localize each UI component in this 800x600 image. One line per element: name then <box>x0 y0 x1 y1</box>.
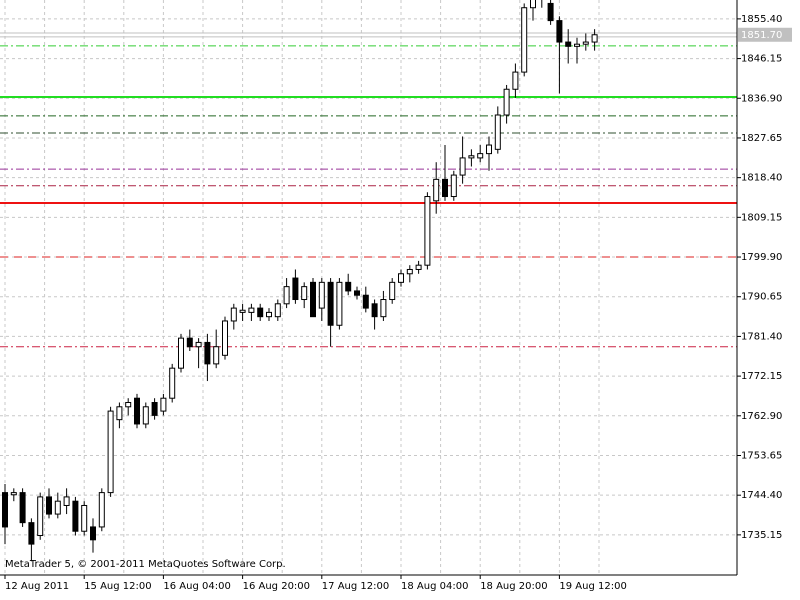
candle-body <box>442 178 448 198</box>
candle-body <box>310 281 316 318</box>
y-tick-label: 1744.40 <box>741 490 782 501</box>
candle-body <box>336 281 343 326</box>
candle-body <box>266 311 272 318</box>
grid <box>0 0 737 575</box>
x-tick-label: 16 Aug 20:00 <box>243 581 310 592</box>
candle-body <box>213 346 220 365</box>
candle-body <box>151 402 158 416</box>
candle-body <box>160 397 167 412</box>
candle-body <box>486 144 492 155</box>
candle-body <box>354 290 360 296</box>
candle-body <box>230 307 237 322</box>
candle-body <box>63 496 70 506</box>
y-tick-label: 1827.65 <box>741 133 782 144</box>
candles <box>2 0 598 562</box>
x-tick-label: 16 Aug 04:00 <box>163 581 230 592</box>
candle-body <box>433 178 440 202</box>
y-tick-label: 1836.90 <box>741 93 782 104</box>
x-tick-label: 18 Aug 20:00 <box>480 581 547 592</box>
candle-body <box>406 268 413 275</box>
candle-body <box>54 500 61 515</box>
candle-body <box>424 196 431 266</box>
candle-body <box>327 281 334 326</box>
candle-body <box>362 294 369 309</box>
y-tick-label: 1809.15 <box>741 212 782 223</box>
candle-body <box>565 41 572 47</box>
candle-body <box>547 2 554 22</box>
candle-body <box>134 397 140 425</box>
candle-body <box>178 337 184 369</box>
x-tick-label: 12 Aug 2011 <box>5 581 69 592</box>
candle-body <box>521 7 528 73</box>
candle-body <box>257 307 264 318</box>
candle-body <box>274 303 281 318</box>
y-tick-label: 1772.15 <box>741 371 782 382</box>
candle-body <box>398 273 404 283</box>
candle-body <box>301 286 308 301</box>
candle-body <box>28 522 35 545</box>
candle-body <box>582 41 589 45</box>
x-tick-label: 19 Aug 12:00 <box>559 581 626 592</box>
candle-body <box>503 88 510 116</box>
candle-body <box>371 303 378 318</box>
x-tick-label: 17 Aug 12:00 <box>322 581 389 592</box>
candle-body <box>239 309 246 313</box>
candle-body <box>107 410 114 494</box>
candle-body <box>345 281 352 292</box>
candle-body <box>380 299 387 318</box>
y-tick-label: 1855.40 <box>741 14 782 25</box>
candle-body <box>142 406 149 425</box>
candle-body <box>125 402 132 408</box>
y-tick-label: 1790.65 <box>741 292 782 303</box>
candle-body <box>90 526 96 541</box>
candle-body <box>72 500 79 532</box>
candle-body <box>494 114 501 150</box>
candle-body <box>81 504 88 532</box>
candle-body <box>116 406 123 421</box>
x-tick-label: 18 Aug 04:00 <box>401 581 468 592</box>
candle-body <box>186 337 193 348</box>
candle-body <box>46 496 52 515</box>
candle-body <box>389 281 396 301</box>
bid-box <box>738 27 792 42</box>
candle-body <box>19 492 26 524</box>
candle-body <box>468 155 475 159</box>
candle-body <box>415 264 422 270</box>
axis-labels: 1855.40 1846.15 1836.90 1827.65 1818.40 1809.… <box>4 14 792 592</box>
candle-body <box>450 174 457 198</box>
watermark: MetaTrader 5, © 2001-2011 MetaQuotes Sof… <box>5 559 286 570</box>
candle-body <box>512 71 519 90</box>
candle-body <box>10 492 17 496</box>
candle-body <box>477 153 484 159</box>
y-tick-label: 1735.15 <box>741 530 782 541</box>
x-tick-label: 15 Aug 12:00 <box>84 581 151 592</box>
levels <box>0 32 737 348</box>
candle-body <box>283 286 290 305</box>
candle-body <box>204 341 211 365</box>
candle-body <box>591 34 598 43</box>
y-tick-label: 1781.40 <box>741 331 782 342</box>
candle-body <box>318 281 325 309</box>
candle-body <box>556 20 563 43</box>
candle-body <box>169 367 176 399</box>
y-tick-label: 1762.90 <box>741 411 782 422</box>
candle-body <box>248 307 255 313</box>
candle-body <box>195 341 202 348</box>
candle-body <box>530 0 536 9</box>
candle-body <box>459 157 466 176</box>
candle-body <box>574 43 580 47</box>
y-tick-label: 1753.65 <box>741 450 782 461</box>
y-tick-label: 1799.90 <box>741 252 782 263</box>
candle-body <box>2 492 8 528</box>
candle-body <box>37 496 44 537</box>
candle-body <box>222 320 228 356</box>
y-tick-label: 1846.15 <box>741 54 782 65</box>
candle-body <box>292 277 299 301</box>
bid-label: 1851.70 <box>741 30 782 41</box>
y-tick-label: 1818.40 <box>741 173 782 184</box>
candle-body <box>98 492 105 528</box>
